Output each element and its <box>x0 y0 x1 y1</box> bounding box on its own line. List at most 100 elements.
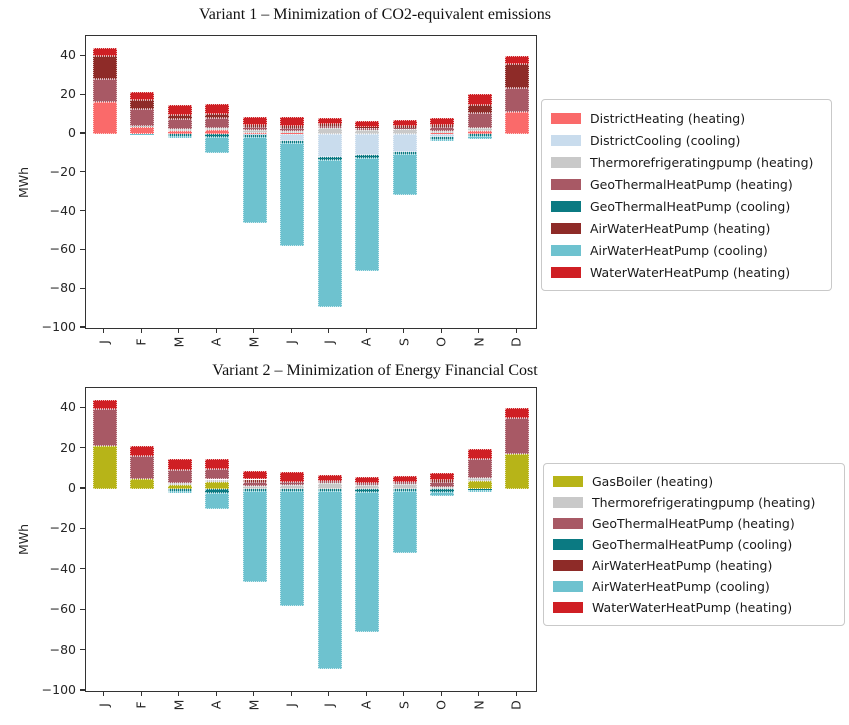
bar-segment <box>242 130 267 134</box>
bar-segment <box>242 485 267 489</box>
bar-segment <box>355 484 380 489</box>
bar-segment <box>355 121 380 127</box>
x-tick-label: J <box>96 340 112 344</box>
bar-segment <box>317 489 342 492</box>
bar-segment <box>392 125 417 128</box>
bar-segment <box>205 130 230 134</box>
y-tick-mark <box>80 447 85 449</box>
bar-segment <box>355 128 380 130</box>
y-tick-mark <box>80 209 85 212</box>
bar-segment <box>505 56 530 65</box>
bar-segment <box>92 78 117 102</box>
bar-segment <box>280 472 305 482</box>
y-tick-label: 40 <box>60 47 76 63</box>
bar-segment <box>280 127 305 131</box>
legend-swatch-icon <box>551 134 581 146</box>
bar-segment <box>167 131 192 134</box>
y-axis-label: MWh <box>16 166 32 199</box>
y-tick-label: 40 <box>60 399 76 415</box>
y-tick-label: −20 <box>49 520 76 536</box>
bar-segment <box>92 56 117 79</box>
x-tick-label: S <box>396 338 412 346</box>
bar-segment <box>167 119 192 130</box>
y-tick-label: 20 <box>60 439 76 455</box>
bar-segment <box>130 126 155 128</box>
bar-segment <box>242 479 267 482</box>
legend-label: WaterWaterHeatPump (heating) <box>590 264 791 280</box>
x-tick-mark <box>515 691 517 696</box>
bar-segment <box>167 133 192 136</box>
x-tick-mark <box>178 328 180 333</box>
variant2-chart: Variant 2 – Minimization of Energy Finan… <box>0 362 849 725</box>
x-tick-mark <box>440 691 442 696</box>
bar-segment <box>280 485 305 489</box>
x-tick-label: J <box>321 340 337 344</box>
legend-label: GeoThermalHeatPump (heating) <box>592 516 795 531</box>
legend-item: AirWaterHeatPump (heating) <box>553 555 834 576</box>
bar-segment <box>242 489 267 492</box>
bar-segment <box>392 129 417 134</box>
x-tick-mark <box>365 328 367 333</box>
legend-swatch-icon <box>553 539 583 550</box>
x-tick-label: J <box>321 703 337 707</box>
bar-segment <box>167 490 192 494</box>
bar-segment <box>430 489 455 493</box>
bar-segment <box>280 126 305 128</box>
bar-segment <box>355 489 380 492</box>
bar-segment <box>392 119 417 126</box>
x-tick-label: M <box>171 336 187 348</box>
legend-swatch-icon <box>553 581 583 592</box>
legend-item: DistrictHeating (heating) <box>551 107 821 129</box>
bar-segment <box>392 133 417 153</box>
bar-segment <box>280 140 305 144</box>
legend-item: GeoThermalHeatPump (heating) <box>553 513 834 534</box>
bar-segment <box>317 124 342 126</box>
plot-area <box>85 35 537 329</box>
bar-segment <box>430 125 455 128</box>
bar-segment <box>467 480 492 489</box>
bar-segment <box>317 159 342 307</box>
bar-segment <box>130 478 155 489</box>
y-tick-mark <box>80 608 85 610</box>
bar-segment <box>317 474 342 481</box>
bar-segment <box>130 92 155 101</box>
bar-segment <box>505 111 530 134</box>
legend-label: AirWaterHeatPump (heating) <box>590 220 771 236</box>
bar-segment <box>242 133 267 135</box>
x-tick-label: A <box>358 337 374 347</box>
bar-segment <box>430 127 455 132</box>
x-tick-mark <box>290 328 292 333</box>
bar-segment <box>280 133 305 135</box>
bar-segment <box>430 131 455 134</box>
x-tick-label: A <box>208 337 224 347</box>
x-tick-mark <box>178 691 180 696</box>
bar-segment <box>242 133 267 135</box>
legend-label: AirWaterHeatPump (heating) <box>592 558 773 573</box>
y-tick-label: −20 <box>49 163 76 179</box>
legend-item: AirWaterHeatPump (heating) <box>551 217 821 239</box>
bar-segment <box>280 489 305 492</box>
x-tick-label: D <box>508 700 524 710</box>
bar-segment <box>505 64 530 89</box>
bar-segment <box>280 130 305 134</box>
bar-segment <box>467 459 492 478</box>
x-tick-mark <box>215 691 217 696</box>
x-tick-label: J <box>283 340 299 344</box>
plot-area <box>85 387 537 692</box>
legend-swatch-icon <box>551 200 581 212</box>
y-tick-label: −80 <box>49 280 76 296</box>
bar-segment <box>392 152 417 155</box>
legend-label: GeoThermalHeatPump (cooling) <box>592 537 793 552</box>
bar-segment <box>130 108 155 127</box>
legend-label: WaterWaterHeatPump (heating) <box>592 600 793 615</box>
bar-segment <box>167 484 192 489</box>
legend: DistrictHeating (heating) DistrictCooling… <box>541 99 832 291</box>
y-tick-label: −100 <box>41 319 76 334</box>
chart-title: Variant 1 – Minimization of CO2-equivale… <box>199 6 551 23</box>
x-tick-mark <box>103 328 105 333</box>
bar-segment <box>205 459 230 470</box>
legend-swatch-icon <box>553 560 583 571</box>
bar-segment <box>92 101 117 134</box>
bar-segment <box>467 130 492 134</box>
bar-segment <box>392 489 417 492</box>
